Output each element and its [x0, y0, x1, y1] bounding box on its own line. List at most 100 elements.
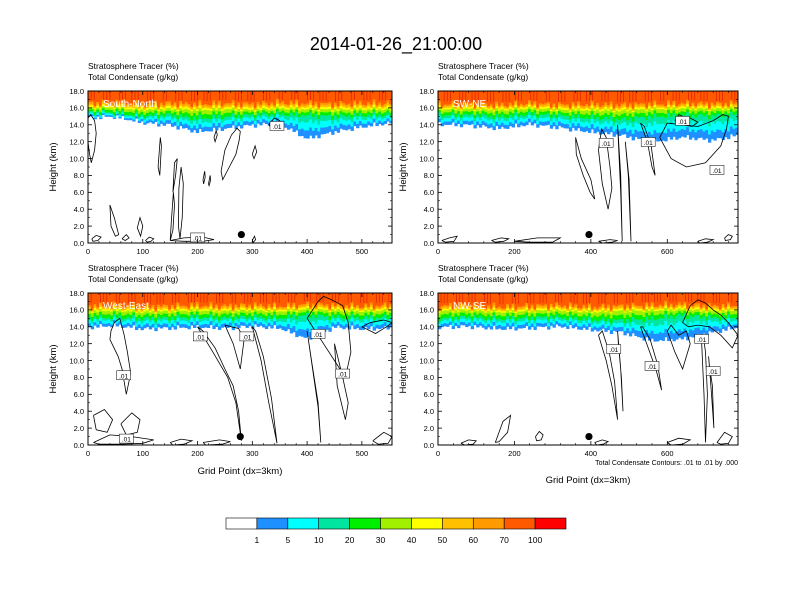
tracer-cell — [448, 117, 453, 122]
tracer-cell — [292, 314, 296, 320]
tracer-cell — [468, 114, 472, 118]
tracer-cell — [231, 104, 236, 108]
tracer-cell — [500, 106, 505, 109]
tracer-cell — [598, 106, 603, 109]
tracer-cell — [134, 323, 139, 327]
tracer-cell — [386, 100, 390, 104]
tracer-cell — [648, 131, 652, 141]
y-tick-label: 10.0 — [69, 356, 84, 365]
tracer-cell — [107, 310, 111, 315]
tracer-cell — [544, 102, 548, 106]
tracer-cell — [732, 324, 736, 329]
tracer-cell — [223, 305, 227, 309]
tracer-cell — [298, 129, 302, 137]
x-tick-label: 600 — [661, 449, 674, 458]
tracer-cell — [519, 321, 524, 325]
tracer-cell — [237, 293, 241, 308]
tracer-cell — [732, 103, 736, 106]
tracer-cell — [653, 129, 657, 140]
tracer-cell — [525, 314, 529, 319]
tracer-cell — [620, 128, 625, 135]
tracer-cell — [331, 108, 335, 111]
tracer-cell — [93, 318, 97, 323]
tracer-cell — [530, 308, 535, 311]
tracer-cell — [383, 112, 388, 116]
tracer-cell — [237, 314, 241, 319]
tracer-cell — [118, 309, 122, 313]
tracer-cell — [628, 105, 633, 108]
tracer-cell — [140, 326, 144, 331]
tracer-cell — [579, 310, 584, 313]
tracer-cell — [380, 116, 385, 120]
tracer-cell — [96, 103, 100, 106]
tracer-cell — [198, 111, 202, 116]
tracer-cell — [356, 115, 360, 120]
tracer-cell — [259, 118, 263, 122]
tracer-cell — [691, 307, 695, 310]
tracer-cell — [448, 321, 453, 325]
tracer-cell — [478, 315, 483, 319]
tracer-cell — [514, 102, 518, 105]
tracer-cell — [574, 303, 578, 307]
tracer-cell — [634, 112, 638, 117]
tracer-cell — [234, 124, 238, 130]
tracer-cell — [201, 324, 205, 329]
tracer-cell — [378, 324, 382, 330]
tracer-cell — [289, 102, 294, 106]
tracer-cell — [104, 102, 108, 105]
tracer-cell — [181, 103, 186, 106]
tracer-cell — [517, 106, 521, 109]
tracer-cell — [237, 324, 241, 329]
tracer-cell — [528, 311, 532, 317]
tracer-cell — [658, 307, 663, 310]
tracer-cell — [176, 321, 180, 326]
tracer-cell — [489, 103, 494, 107]
tracer-cell — [317, 106, 321, 109]
tracer-cell — [555, 117, 559, 122]
tracer-cell — [462, 318, 466, 323]
tracer-cell — [115, 103, 119, 107]
tracer-cell — [123, 318, 128, 322]
tracer-cell — [369, 107, 374, 110]
tracer-cell — [181, 306, 186, 309]
tracer-cell — [631, 121, 635, 128]
tracer-cell — [237, 309, 241, 312]
contour-label: .01 — [193, 235, 202, 242]
tracer-cell — [514, 312, 518, 318]
tracer-cell — [683, 103, 687, 106]
tracer-cell — [361, 119, 365, 124]
tracer-cell — [286, 318, 291, 325]
tracer-cell — [369, 308, 374, 313]
tracer-cell — [506, 107, 510, 110]
x-tick-label: 200 — [508, 449, 521, 458]
tracer-cell — [298, 91, 302, 106]
tracer-cell — [245, 116, 249, 122]
tracer-cell — [223, 307, 227, 311]
tracer-cell — [476, 293, 480, 307]
tracer-cell — [251, 315, 255, 320]
tracer-cell — [112, 108, 117, 113]
tracer-cell — [596, 104, 600, 108]
tracer-cell — [217, 308, 222, 311]
tracer-cell — [708, 114, 712, 120]
tracer-cell — [251, 311, 255, 316]
tracer-cell — [648, 293, 652, 307]
tracer-cell — [303, 308, 307, 313]
tracer-cell — [256, 317, 260, 321]
tracer-cell — [503, 308, 507, 310]
tracer-cell — [328, 108, 332, 112]
tracer-cell — [454, 91, 458, 107]
tracer-cell — [708, 125, 712, 135]
tracer-cell — [694, 314, 698, 322]
tracer-cell — [598, 91, 603, 107]
tracer-cell — [699, 329, 704, 337]
tracer-cell — [708, 118, 712, 127]
tracer-cell — [443, 108, 447, 113]
tracer-cell — [298, 106, 302, 109]
tracer-cell — [607, 91, 611, 106]
tracer-cell — [107, 103, 111, 106]
tracer-cell — [151, 107, 155, 110]
tracer-cell — [503, 106, 507, 109]
tracer-cell — [653, 104, 657, 108]
tracer-cell — [99, 107, 103, 110]
